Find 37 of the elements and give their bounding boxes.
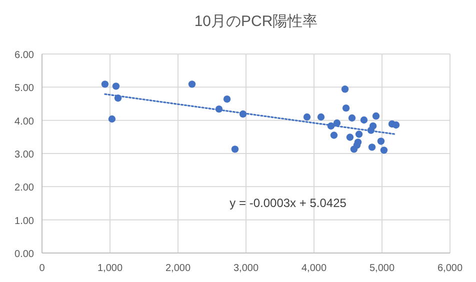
y-tick-label: 1.00 — [14, 216, 34, 227]
chart-title: 10月のPCR陽性率 — [194, 13, 318, 30]
x-tick-label: 3,000 — [233, 263, 259, 274]
point — [101, 80, 109, 88]
point — [346, 134, 354, 141]
x-tick-label: 6,000 — [437, 263, 463, 274]
point — [317, 113, 325, 121]
x-tick-label: 2,000 — [165, 263, 191, 274]
y-tick-label: 3.00 — [14, 150, 34, 160]
point — [392, 121, 400, 129]
x-tick-label: 4,000 — [301, 263, 327, 274]
y-tick-label: 6.00 — [14, 50, 34, 61]
point — [348, 114, 356, 122]
point — [330, 132, 338, 139]
point — [350, 146, 358, 153]
x-tick-label: 5,000 — [369, 263, 395, 274]
point — [342, 104, 350, 112]
point — [188, 80, 196, 88]
y-tick-label: 0.00 — [14, 249, 34, 260]
point — [108, 115, 116, 123]
x-tick-label: 0 — [39, 263, 46, 274]
point — [377, 138, 385, 145]
y-tick-label: 2.00 — [14, 182, 34, 194]
point — [303, 113, 311, 121]
point — [112, 82, 120, 90]
point — [368, 144, 376, 151]
point — [372, 112, 380, 120]
y-tick-label: 4.00 — [14, 116, 34, 128]
point — [380, 146, 388, 154]
y-tick-label: 5.00 — [14, 83, 34, 94]
annotation: y = -0.0003x + 5.0425 — [230, 196, 347, 210]
x-tick-label: 1,000 — [97, 263, 123, 274]
point — [223, 96, 231, 103]
point — [360, 116, 368, 124]
point — [341, 86, 349, 93]
point — [355, 130, 363, 138]
point — [231, 146, 239, 153]
